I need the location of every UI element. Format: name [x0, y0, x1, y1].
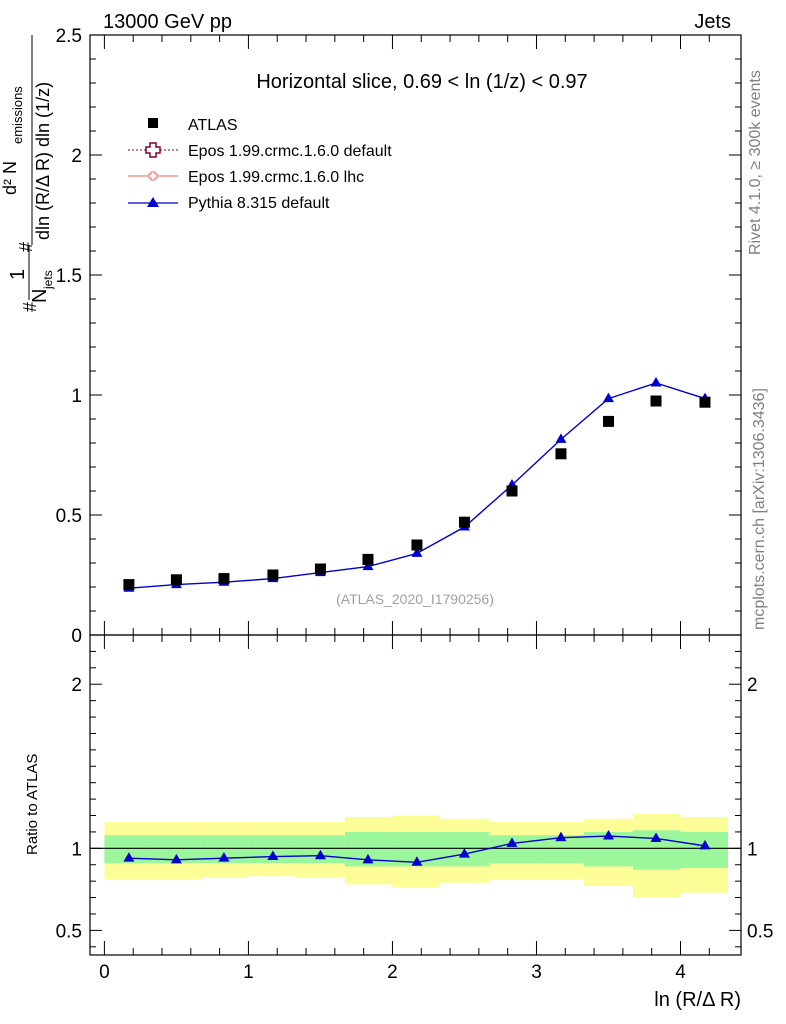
y-title-denominator: dln (R/Δ R) dln (1/z) [33, 82, 53, 240]
pythia-ratio-point [218, 852, 230, 862]
pythia-ratio-point [699, 839, 711, 850]
main-series [123, 377, 711, 592]
x-tick-label: 1 [243, 962, 254, 983]
mcplots-reference-label: mcplots.cern.ch [arXiv:1306.3436] [751, 388, 768, 630]
pythia-ratio-point [170, 853, 182, 864]
ratio-axis-ticks [90, 635, 741, 955]
pythia-point [555, 433, 567, 443]
legend-label-atlas: ATLAS [188, 117, 238, 134]
pythia-ratio-point [411, 856, 423, 866]
main-plot-panel: 0 0.5 1 1.5 2 2.5 Horizontal slice, 0.69 < ln… [0, 26, 742, 647]
atlas-data-point [411, 539, 423, 551]
pythia-ratio-point [506, 837, 518, 847]
ratio-y-tick-label-right: 2 [747, 675, 758, 696]
atlas-data-point [362, 553, 374, 565]
ratio-y-axis-title: Ratio to ATLAS [24, 754, 41, 855]
ratio-y-tick-label-right: 1 [747, 839, 758, 860]
header-left-label: 13000 GeV pp [103, 11, 232, 33]
y-title-numerator-sub: emissions [10, 86, 25, 144]
y-title-hash2: # [16, 242, 36, 252]
pythia-point [602, 392, 614, 403]
legend-marker-epos-default [145, 142, 161, 158]
ratio-plot-panel: 0.5 0.5 1 1 2 2 0 1 2 3 4 Ratio to ATLAS ln (R/Δ … [24, 634, 774, 1011]
x-tick-label: 3 [531, 962, 542, 983]
main-axis-ticks [90, 34, 741, 636]
y-title-numerator: d² N [0, 161, 20, 195]
y-title-njets: N [29, 289, 51, 303]
legend: ATLAS Epos 1.99.crmc.1.6.0 default Epos … [128, 117, 392, 212]
pythia-ratio-point [123, 852, 135, 862]
atlas-data-point [170, 574, 182, 586]
atlas-data-point [506, 485, 518, 497]
pythia-ratio-point [555, 831, 567, 842]
atlas-data-point [314, 563, 326, 575]
x-tick-label: 2 [387, 962, 398, 983]
analysis-watermark: (ATLAS_2020_I1790256) [336, 591, 494, 607]
atlas-data-point [458, 516, 470, 528]
pythia-point [411, 547, 423, 557]
ratio-y-tick-label-left: 2 [71, 675, 82, 696]
atlas-data-point [267, 569, 279, 581]
ratio-series [123, 830, 711, 866]
legend-marker-epos-lhc [148, 171, 158, 181]
pythia-ratio-point [267, 850, 279, 861]
ratio-y-tick-label-left: 0.5 [56, 921, 82, 942]
main-y-tick-label: 2.5 [56, 26, 82, 47]
legend-label-pythia: Pythia 8.315 default [188, 195, 330, 212]
main-y-tick-label: 2 [71, 146, 82, 167]
x-tick-label: 0 [99, 962, 110, 983]
pythia-ratio-point [602, 830, 614, 840]
main-y-tick-label: 0 [71, 626, 82, 647]
main-y-tick-label: 0.5 [56, 506, 82, 527]
pythia-ratio-point [458, 848, 470, 858]
rivet-version-label: Rivet 4.1.0, ≥ 300k events [747, 70, 764, 255]
legend-label-epos-default: Epos 1.99.crmc.1.6.0 default [188, 143, 392, 160]
ratio-plot-frame [89, 634, 742, 956]
pythia-point [362, 560, 374, 571]
main-y-tick-labels: 0 0.5 1 1.5 2 2.5 [56, 26, 82, 647]
ratio-band-inner [680, 831, 729, 869]
pythia-ratio-point [362, 853, 374, 864]
atlas-data-point [218, 573, 230, 585]
atlas-data-point [650, 395, 662, 407]
ratio-y-tick-label-left: 1 [71, 839, 82, 860]
legend-label-epos-lhc: Epos 1.99.crmc.1.6.0 lhc [188, 169, 364, 186]
atlas-data-point [699, 396, 711, 408]
legend-marker-atlas [148, 118, 158, 128]
y-title-one: 1 [7, 269, 29, 280]
main-y-axis-title: # 1 N jets # d² N emissions dln (R/Δ R) … [0, 35, 55, 312]
atlas-data-point [555, 448, 567, 460]
y-title-hash: # [20, 302, 40, 312]
main-y-tick-label: 1.5 [56, 266, 82, 287]
ratio-x-tick-labels: 0 1 2 3 4 [99, 962, 686, 983]
x-tick-label: 4 [675, 962, 686, 983]
ratio-y-tick-label-right: 0.5 [747, 921, 773, 942]
y-title-njets-sub: jets [41, 270, 55, 290]
pythia-ratio-point [314, 849, 326, 860]
atlas-data-point [123, 579, 135, 591]
ratio-y-tick-labels: 0.5 0.5 1 1 2 2 [56, 675, 774, 942]
atlas-data-point [602, 415, 614, 427]
ratio-uncertainty-bands [90, 813, 741, 898]
pythia-line [128, 382, 706, 589]
pythia-point [650, 377, 662, 387]
main-y-tick-label: 1 [71, 386, 82, 407]
main-plot-title: Horizontal slice, 0.69 < ln (1/z) < 0.97 [256, 71, 587, 93]
header-right-label: Jets [694, 11, 731, 33]
legend-marker-pythia [147, 197, 159, 207]
x-axis-title: ln (R/Δ R) [654, 989, 741, 1011]
pythia-ratio-point [650, 832, 662, 842]
